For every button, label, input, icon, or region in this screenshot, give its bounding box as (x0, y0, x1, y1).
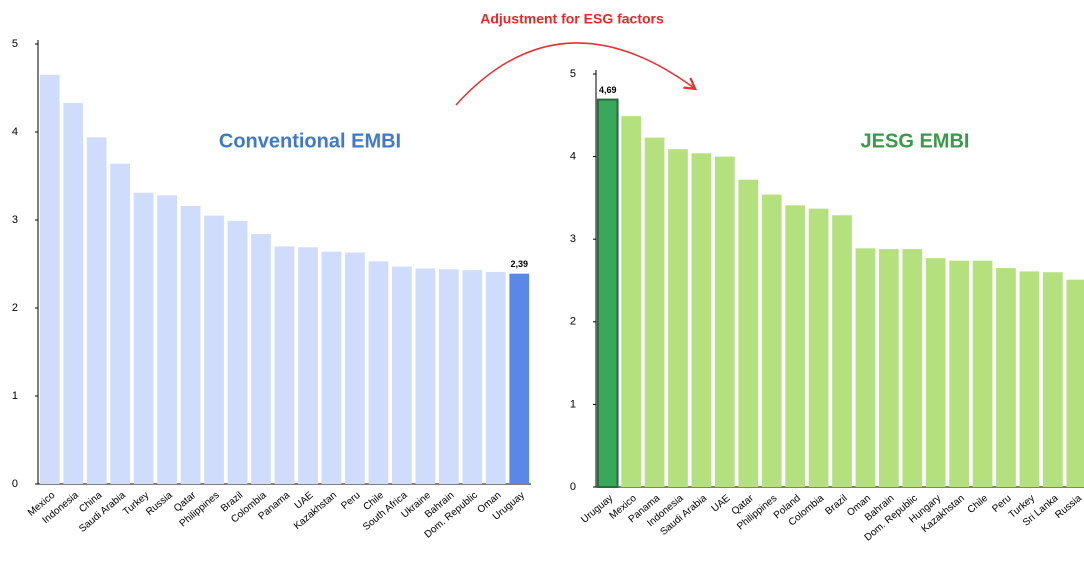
y-tick-label: 2 (570, 316, 576, 328)
bar (298, 247, 318, 484)
x-tick-label: Peru (339, 490, 362, 512)
bar (345, 252, 365, 484)
y-tick-label: 4 (12, 126, 18, 138)
bar (738, 179, 759, 487)
y-tick-label: 3 (570, 233, 576, 245)
bar (368, 261, 389, 484)
x-tick-label: UAE (710, 493, 733, 515)
bar (855, 248, 876, 487)
chart-title: Conventional EMBI (219, 130, 401, 152)
bar (63, 102, 84, 485)
bar (274, 246, 295, 484)
bar (879, 249, 899, 487)
value-label: 2,39 (510, 259, 528, 269)
bar (1043, 272, 1063, 487)
bar (761, 194, 782, 487)
bar (972, 260, 993, 487)
bar (644, 137, 665, 488)
bar (596, 98, 619, 489)
bar (251, 234, 271, 484)
y-tick-label: 5 (12, 38, 18, 50)
bar (462, 270, 483, 484)
bar (438, 269, 459, 484)
bar (392, 266, 412, 484)
annotation: Adjustment for ESG factors (480, 11, 664, 27)
bar (691, 153, 712, 487)
y-tick-label: 3 (12, 214, 18, 226)
bar (321, 251, 342, 484)
y-tick-label: 1 (12, 390, 18, 402)
bar (1066, 279, 1084, 487)
bar (621, 116, 641, 487)
x-tick-label: Russia (144, 490, 175, 518)
bar (668, 149, 688, 487)
bar (110, 163, 131, 484)
bar (133, 192, 154, 484)
bar (1019, 271, 1040, 487)
x-tick-label: Chile (966, 493, 991, 516)
bar (996, 268, 1016, 487)
y-tick-label: 5 (570, 68, 576, 80)
bar (227, 220, 248, 484)
chart-title: JESG EMBI (861, 130, 970, 152)
x-tick-label: Russia (1053, 493, 1084, 521)
bar (949, 260, 969, 487)
bar (509, 273, 530, 484)
value-label: 4,69 (599, 85, 617, 95)
bar (785, 205, 805, 488)
bar (715, 156, 735, 487)
bar (415, 268, 436, 484)
bar (832, 215, 852, 487)
arrow (455, 42, 694, 106)
bar (808, 208, 829, 487)
x-tick-label: Uruguay (579, 493, 615, 526)
bar (180, 205, 201, 485)
y-tick-label: 2 (12, 302, 18, 314)
y-tick-label: 0 (12, 478, 18, 490)
x-tick-label: Brazil (823, 493, 849, 518)
bar (86, 137, 107, 484)
bar (925, 258, 946, 487)
y-tick-label: 4 (570, 151, 576, 163)
bar (485, 271, 506, 484)
bar (902, 249, 923, 487)
bar (204, 215, 224, 484)
bar (39, 74, 60, 485)
bar (157, 195, 177, 485)
y-tick-label: 1 (570, 398, 576, 410)
y-tick-label: 0 (570, 481, 576, 493)
